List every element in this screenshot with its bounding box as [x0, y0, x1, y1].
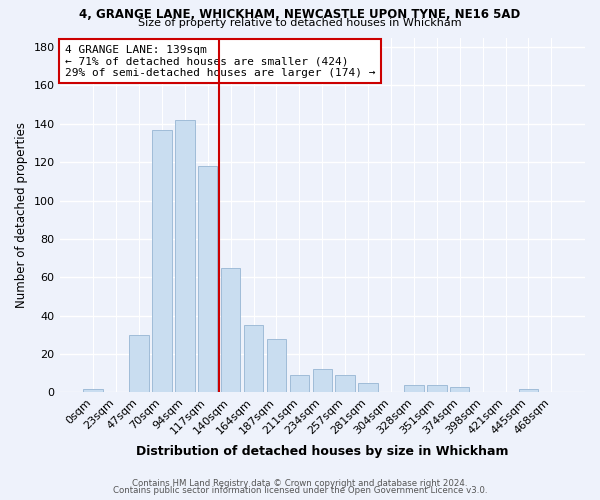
Text: 4 GRANGE LANE: 139sqm
← 71% of detached houses are smaller (424)
29% of semi-det: 4 GRANGE LANE: 139sqm ← 71% of detached … [65, 44, 375, 78]
Bar [244, 326, 263, 392]
Bar [175, 120, 194, 392]
Text: 4, GRANGE LANE, WHICKHAM, NEWCASTLE UPON TYNE, NE16 5AD: 4, GRANGE LANE, WHICKHAM, NEWCASTLE UPON… [79, 8, 521, 22]
Bar [198, 166, 217, 392]
Text: Contains public sector information licensed under the Open Government Licence v3: Contains public sector information licen… [113, 486, 487, 495]
Bar [152, 130, 172, 392]
Bar [335, 375, 355, 392]
Bar [267, 338, 286, 392]
X-axis label: Distribution of detached houses by size in Whickham: Distribution of detached houses by size … [136, 444, 509, 458]
Bar [358, 383, 378, 392]
Bar [290, 375, 309, 392]
Bar [83, 388, 103, 392]
Text: Size of property relative to detached houses in Whickham: Size of property relative to detached ho… [138, 18, 462, 28]
Bar [129, 335, 149, 392]
Y-axis label: Number of detached properties: Number of detached properties [15, 122, 28, 308]
Bar [313, 370, 332, 392]
Bar [221, 268, 241, 392]
Bar [450, 386, 469, 392]
Text: Contains HM Land Registry data © Crown copyright and database right 2024.: Contains HM Land Registry data © Crown c… [132, 478, 468, 488]
Bar [519, 388, 538, 392]
Bar [427, 384, 446, 392]
Bar [404, 384, 424, 392]
